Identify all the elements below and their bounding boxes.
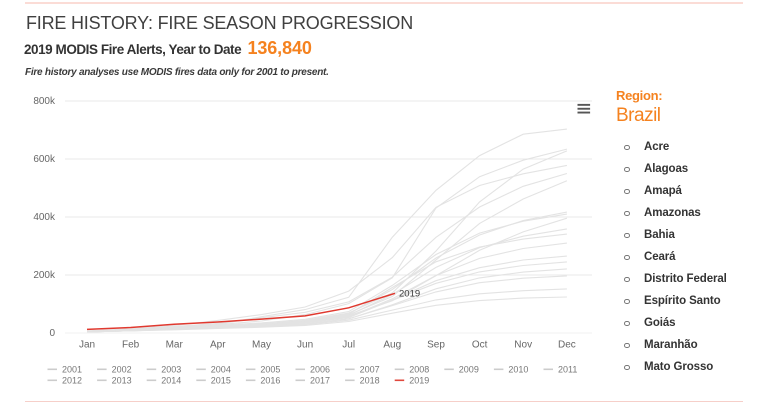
svg-text:Aug: Aug bbox=[383, 340, 401, 351]
svg-text:2009: 2009 bbox=[459, 365, 479, 375]
svg-text:2016: 2016 bbox=[260, 376, 280, 386]
svg-text:2019: 2019 bbox=[409, 376, 429, 386]
svg-text:2014: 2014 bbox=[161, 376, 181, 386]
svg-text:0: 0 bbox=[49, 328, 55, 339]
svg-text:Apr: Apr bbox=[210, 340, 226, 351]
svg-text:2008: 2008 bbox=[409, 365, 429, 375]
svg-text:2006: 2006 bbox=[310, 365, 330, 375]
svg-text:Jan: Jan bbox=[79, 340, 95, 351]
svg-text:Jul: Jul bbox=[342, 340, 355, 351]
svg-text:2001: 2001 bbox=[62, 365, 82, 375]
svg-text:2018: 2018 bbox=[360, 376, 380, 386]
svg-text:2004: 2004 bbox=[211, 365, 231, 375]
svg-text:2005: 2005 bbox=[260, 365, 280, 375]
svg-text:2002: 2002 bbox=[112, 365, 132, 375]
svg-text:Nov: Nov bbox=[514, 340, 532, 351]
svg-text:600k: 600k bbox=[33, 154, 56, 165]
svg-text:Oct: Oct bbox=[472, 340, 488, 351]
svg-text:200k: 200k bbox=[33, 270, 56, 281]
svg-text:2007: 2007 bbox=[360, 365, 380, 375]
svg-text:2010: 2010 bbox=[508, 365, 528, 375]
svg-text:Dec: Dec bbox=[558, 340, 576, 351]
svg-text:2015: 2015 bbox=[211, 376, 231, 386]
svg-text:2017: 2017 bbox=[310, 376, 330, 386]
svg-text:400k: 400k bbox=[33, 212, 56, 223]
svg-text:Sep: Sep bbox=[427, 340, 445, 351]
svg-text:800k: 800k bbox=[33, 96, 56, 107]
svg-text:2003: 2003 bbox=[161, 365, 181, 375]
svg-text:Jun: Jun bbox=[297, 340, 313, 351]
svg-text:Mar: Mar bbox=[166, 340, 184, 351]
svg-text:2012: 2012 bbox=[62, 376, 82, 386]
svg-text:May: May bbox=[252, 340, 271, 351]
svg-text:2011: 2011 bbox=[558, 365, 577, 375]
svg-text:2013: 2013 bbox=[112, 376, 132, 386]
svg-text:2019: 2019 bbox=[399, 289, 420, 300]
svg-text:Feb: Feb bbox=[122, 340, 140, 351]
